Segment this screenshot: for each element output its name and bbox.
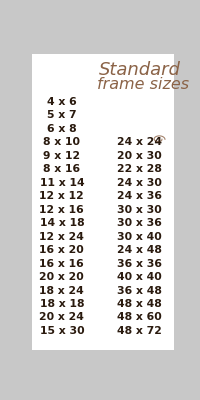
Text: 24 x 36: 24 x 36 xyxy=(117,191,161,201)
Text: 30 x 40: 30 x 40 xyxy=(117,232,161,242)
Text: 48 x 60: 48 x 60 xyxy=(117,312,161,322)
Text: 20 x 30: 20 x 30 xyxy=(117,151,161,161)
Text: 9 x 12: 9 x 12 xyxy=(43,151,80,161)
Text: 8 x 16: 8 x 16 xyxy=(43,164,80,174)
Text: frame sizes: frame sizes xyxy=(96,77,188,92)
Text: 24 x 30: 24 x 30 xyxy=(117,178,161,188)
Text: 18 x 24: 18 x 24 xyxy=(39,286,84,296)
Text: 36 x 48: 36 x 48 xyxy=(117,286,161,296)
Text: 40 x 40: 40 x 40 xyxy=(117,272,161,282)
Text: 15 x 30: 15 x 30 xyxy=(39,326,84,336)
Text: 12 x 24: 12 x 24 xyxy=(39,232,84,242)
Text: 48 x 72: 48 x 72 xyxy=(117,326,161,336)
Text: 20 x 20: 20 x 20 xyxy=(39,272,84,282)
Text: 30 x 36: 30 x 36 xyxy=(117,218,161,228)
Text: 12 x 16: 12 x 16 xyxy=(39,205,84,215)
Text: 18 x 18: 18 x 18 xyxy=(39,299,84,309)
Text: 6 x 8: 6 x 8 xyxy=(47,124,76,134)
Text: 24 x 24: 24 x 24 xyxy=(117,137,161,147)
Text: 24 x 48: 24 x 48 xyxy=(117,245,161,255)
Text: 5 x 7: 5 x 7 xyxy=(47,110,76,120)
Text: 22 x 28: 22 x 28 xyxy=(117,164,161,174)
Text: 16 x 16: 16 x 16 xyxy=(39,258,84,269)
Text: 20 x 24: 20 x 24 xyxy=(39,312,84,322)
Text: 48 x 48: 48 x 48 xyxy=(117,299,161,309)
Text: 36 x 36: 36 x 36 xyxy=(117,258,161,269)
Text: 14 x 18: 14 x 18 xyxy=(39,218,84,228)
Text: 11 x 14: 11 x 14 xyxy=(39,178,84,188)
Text: 16 x 20: 16 x 20 xyxy=(39,245,84,255)
Text: Standard: Standard xyxy=(98,60,180,78)
Text: 4 x 6: 4 x 6 xyxy=(47,97,76,107)
Text: 12 x 12: 12 x 12 xyxy=(39,191,84,201)
Text: 8 x 10: 8 x 10 xyxy=(43,137,80,147)
Text: 30 x 30: 30 x 30 xyxy=(117,205,161,215)
